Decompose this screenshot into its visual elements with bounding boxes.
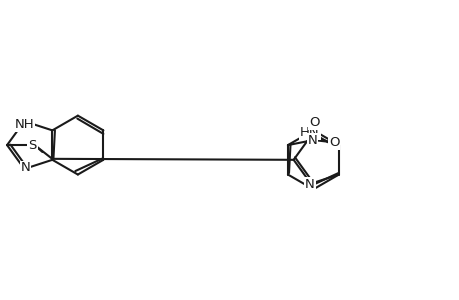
Text: S: S — [28, 139, 37, 152]
Text: O: O — [308, 116, 319, 129]
Text: O: O — [328, 136, 339, 148]
Text: N: N — [21, 161, 30, 174]
Text: N: N — [304, 178, 314, 191]
Text: N: N — [307, 134, 317, 147]
Text: NH: NH — [15, 118, 34, 131]
Text: HN: HN — [299, 126, 319, 139]
